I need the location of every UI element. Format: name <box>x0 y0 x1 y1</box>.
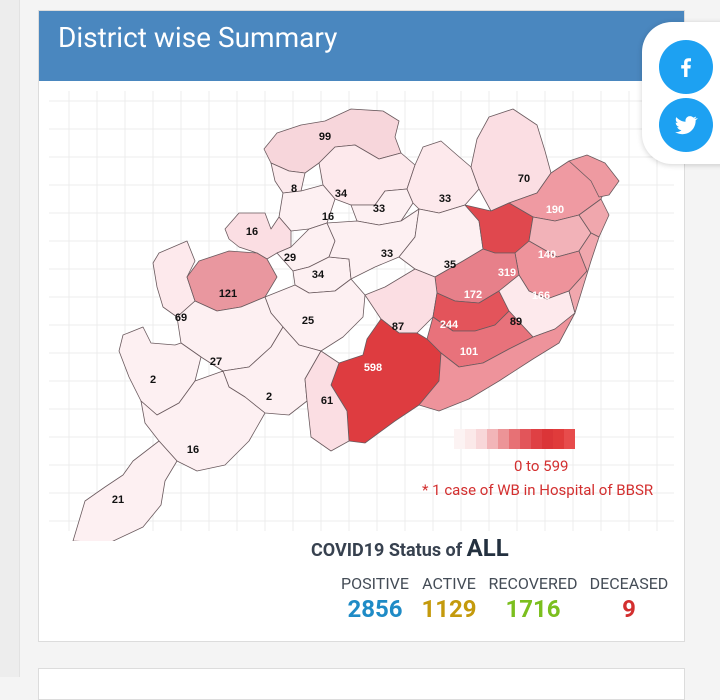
district-label: 190 <box>546 204 564 216</box>
stat-active: ACTIVE 1129 <box>419 574 479 623</box>
legend-swatch <box>476 429 487 449</box>
legend-swatch <box>553 429 564 449</box>
legend-note: * 1 case of WB in Hospital of BBSR <box>422 481 654 499</box>
district-region[interactable] <box>568 154 620 198</box>
district-label: 33 <box>373 203 385 215</box>
district-label: 89 <box>510 316 522 328</box>
legend-swatch <box>564 429 575 449</box>
facebook-share-button[interactable] <box>659 40 713 94</box>
stat-positive: POSITIVE 2856 <box>339 574 411 623</box>
legend-swatch <box>531 429 542 449</box>
status-title: COVID19 Status of ALL <box>311 534 509 562</box>
district-label: 99 <box>319 131 331 143</box>
district-label: 70 <box>518 173 530 185</box>
twitter-share-button[interactable] <box>659 98 713 152</box>
legend-swatch <box>542 429 553 449</box>
district-label: 35 <box>444 259 456 271</box>
facebook-icon <box>681 58 691 77</box>
district-label: 166 <box>532 290 550 302</box>
stat-active-value: 1129 <box>421 595 477 623</box>
district-label: 33 <box>439 193 451 205</box>
twitter-icon <box>675 116 698 135</box>
district-label: 16 <box>322 211 334 223</box>
district-label: 87 <box>392 321 404 333</box>
card-title: District wise Summary <box>39 11 684 81</box>
district-label: 244 <box>440 319 459 331</box>
share-panel <box>642 22 720 164</box>
district-label: 29 <box>284 252 296 264</box>
district-region[interactable] <box>72 440 178 541</box>
district-region[interactable] <box>304 350 350 452</box>
district-label: 319 <box>498 267 516 279</box>
district-label: 34 <box>335 188 348 200</box>
district-label: 598 <box>364 362 382 374</box>
district-label: 16 <box>187 444 199 456</box>
district-label: 21 <box>112 494 124 506</box>
district-label: 25 <box>302 315 314 327</box>
district-label: 121 <box>219 288 237 300</box>
legend-swatch <box>487 429 498 449</box>
district-region[interactable] <box>406 140 480 214</box>
legend-swatch <box>498 429 509 449</box>
district-region[interactable] <box>470 108 552 212</box>
stat-positive-value: 2856 <box>347 595 403 623</box>
legend-swatch <box>454 429 465 449</box>
district-summary-card: District wise Summary <box>38 10 685 642</box>
next-card <box>38 668 685 700</box>
district-label: 140 <box>538 249 556 261</box>
district-label: 2 <box>150 374 156 386</box>
legend-range: 0 to 599 <box>514 457 569 475</box>
stat-deceased: DECEASED 9 <box>588 574 670 623</box>
legend-scale <box>454 429 575 451</box>
left-rail <box>0 0 20 677</box>
status-scope: ALL <box>466 534 509 562</box>
district-label: 34 <box>312 269 325 281</box>
district-label: 33 <box>381 248 393 260</box>
stat-deceased-value: 9 <box>622 595 636 623</box>
stat-positive-label: POSITIVE <box>341 574 409 593</box>
district-label: 8 <box>291 183 297 195</box>
district-label: 101 <box>460 346 478 358</box>
district-region[interactable] <box>418 312 576 412</box>
district-label: 172 <box>464 289 482 301</box>
stat-recovered-label: RECOVERED <box>488 574 578 593</box>
district-label: 69 <box>175 312 187 324</box>
map-svg: 99 8 34 16 33 33 70 190 16 29 34 33 35 3… <box>49 91 674 541</box>
stat-deceased-label: DECEASED <box>589 574 669 593</box>
legend-swatch <box>509 429 520 449</box>
district-region[interactable] <box>578 198 610 238</box>
status-title-prefix: COVID19 Status of <box>311 540 463 561</box>
stat-recovered: RECOVERED 1716 <box>487 574 579 623</box>
legend-swatch <box>520 429 531 449</box>
district-map: 99 8 34 16 33 33 70 190 16 29 34 33 35 3… <box>39 81 684 541</box>
stat-active-label: ACTIVE <box>422 574 476 593</box>
district-label: 2 <box>266 391 272 403</box>
legend-swatch <box>465 429 476 449</box>
district-label: 16 <box>246 226 258 238</box>
district-label: 27 <box>210 356 222 368</box>
district-region[interactable] <box>568 232 600 314</box>
stat-recovered-value: 1716 <box>505 595 561 623</box>
district-label: 61 <box>321 395 333 407</box>
